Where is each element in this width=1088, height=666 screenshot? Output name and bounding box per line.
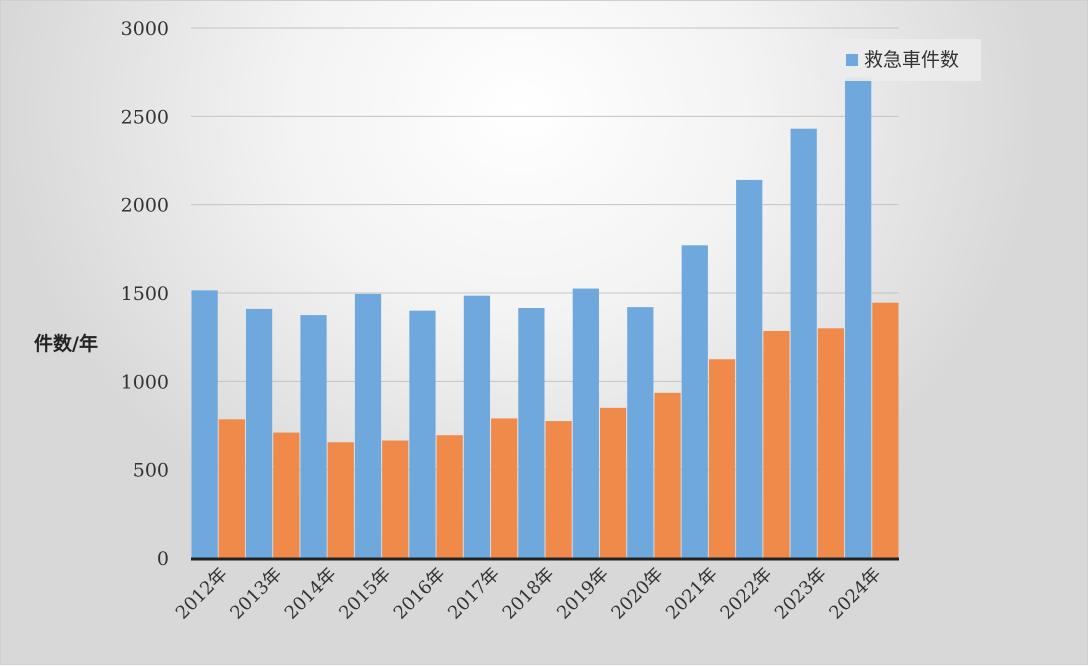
bar-series2-2014 — [327, 442, 354, 558]
x-tick-label: 2017年 — [444, 564, 504, 624]
bar-ambulance-2023 — [790, 128, 817, 558]
y-tick-label: 0 — [157, 548, 169, 570]
bar-ambulance-2013 — [245, 308, 273, 558]
y-tick-label: 2500 — [121, 106, 169, 128]
bar-ambulance-2024 — [845, 77, 872, 558]
x-tick-label: 2013年 — [226, 564, 286, 624]
bar-series2-2024 — [872, 302, 899, 558]
bar-ambulance-2014 — [300, 315, 327, 558]
bar-series2-2016 — [436, 435, 463, 558]
x-tick-label: 2014年 — [281, 564, 341, 624]
bar-ambulance-2020 — [627, 307, 654, 558]
legend-label-ambulance: 救急車件数 — [864, 49, 959, 71]
bar-ambulance-2022 — [736, 179, 763, 558]
bar-series2-2020 — [654, 392, 681, 558]
y-axis-ticks: 0 500 1000 1500 2000 2500 3000 — [121, 18, 169, 570]
bar-ambulance-2015 — [354, 293, 382, 558]
bar-series2-2013 — [273, 432, 300, 558]
bar-series2-2019 — [599, 407, 627, 558]
y-axis-label: 件数/年 — [34, 332, 98, 355]
y-tick-label: 1000 — [121, 371, 169, 393]
legend-swatch-ambulance — [846, 54, 858, 66]
bar-ambulance-2018 — [518, 308, 545, 558]
bar-ambulance-2016 — [409, 310, 436, 558]
bar-ambulance-2012 — [191, 290, 218, 558]
x-tick-label: 2021年 — [662, 564, 722, 624]
bar-ambulance-2021 — [681, 245, 708, 559]
y-tick-label: 500 — [133, 460, 169, 482]
x-tick-label: 2012年 — [172, 564, 232, 624]
x-tick-label: 2016年 — [390, 564, 450, 624]
bar-series2-2015 — [382, 440, 409, 558]
x-tick-label: 2024年 — [825, 564, 885, 624]
bar-series2-2023 — [817, 328, 845, 558]
bar-ambulance-2019 — [572, 288, 599, 558]
bar-series2-2022 — [763, 330, 790, 558]
y-tick-label: 2000 — [121, 195, 169, 217]
bar-series2-2021 — [708, 359, 736, 558]
bar-series2-2012 — [218, 419, 245, 558]
y-tick-label: 1500 — [121, 283, 169, 305]
legend: 救急車件数 — [830, 39, 981, 81]
bar-series2-2018 — [545, 421, 572, 558]
y-tick-label: 3000 — [121, 18, 169, 40]
bar-series2-2017 — [491, 418, 518, 558]
x-tick-label: 2023年 — [771, 564, 831, 624]
x-tick-label: 2019年 — [553, 564, 613, 624]
bars — [191, 77, 899, 559]
x-tick-label: 2018年 — [499, 564, 559, 624]
x-axis-ticks: 2012年2013年2014年2015年2016年2017年2018年2019年… — [172, 564, 886, 624]
x-tick-label: 2022年 — [716, 564, 776, 624]
x-tick-label: 2015年 — [335, 564, 395, 624]
bar-ambulance-2017 — [463, 295, 491, 558]
x-tick-label: 2020年 — [607, 564, 667, 624]
